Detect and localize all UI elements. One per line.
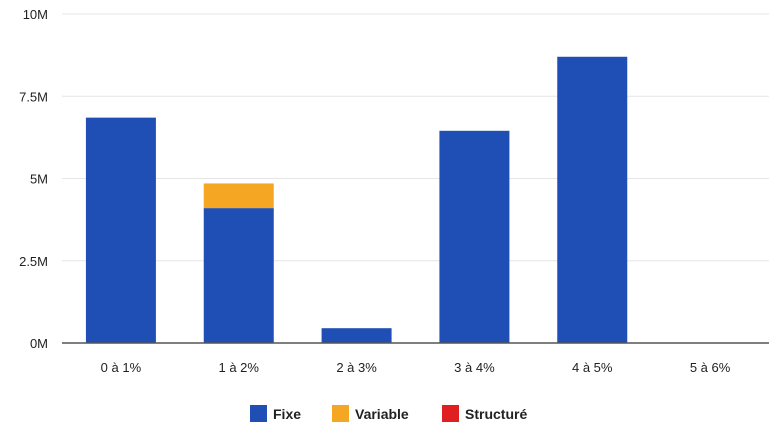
- y-axis: 0M 2.5M 5M 7.5M 10M: [19, 7, 48, 351]
- bar-variable-1: [203, 183, 274, 209]
- bar-fixe-0: [85, 117, 156, 343]
- x-tick-label: 5 à 6%: [690, 360, 731, 375]
- legend-swatch-structuré: [442, 405, 459, 422]
- bars: [85, 56, 628, 344]
- bar-fixe-1: [203, 208, 274, 343]
- x-tick-label: 0 à 1%: [101, 360, 142, 375]
- y-tick-label: 2.5M: [19, 254, 48, 269]
- y-tick-label: 7.5M: [19, 89, 48, 104]
- x-tick-label: 2 à 3%: [336, 360, 377, 375]
- bar-fixe-3: [439, 130, 510, 343]
- legend-label: Fixe: [273, 406, 301, 422]
- x-axis: 0 à 1% 1 à 2% 2 à 3% 3 à 4% 4 à 5% 5 à 6%: [101, 360, 731, 375]
- y-tick-label: 5M: [30, 172, 48, 187]
- legend-label: Variable: [355, 406, 409, 422]
- legend-swatch-variable: [332, 405, 349, 422]
- legend-label: Structuré: [465, 406, 527, 422]
- bar-fixe-4: [557, 56, 628, 344]
- bar-fixe-2: [321, 328, 392, 343]
- legend-swatch-fixe: [250, 405, 267, 422]
- x-tick-label: 4 à 5%: [572, 360, 613, 375]
- y-tick-label: 10M: [23, 7, 48, 22]
- x-tick-label: 1 à 2%: [219, 360, 260, 375]
- legend: Fixe Variable Structuré: [250, 405, 527, 422]
- y-tick-label: 0M: [30, 336, 48, 351]
- x-tick-label: 3 à 4%: [454, 360, 495, 375]
- grid-lines: [62, 13, 769, 262]
